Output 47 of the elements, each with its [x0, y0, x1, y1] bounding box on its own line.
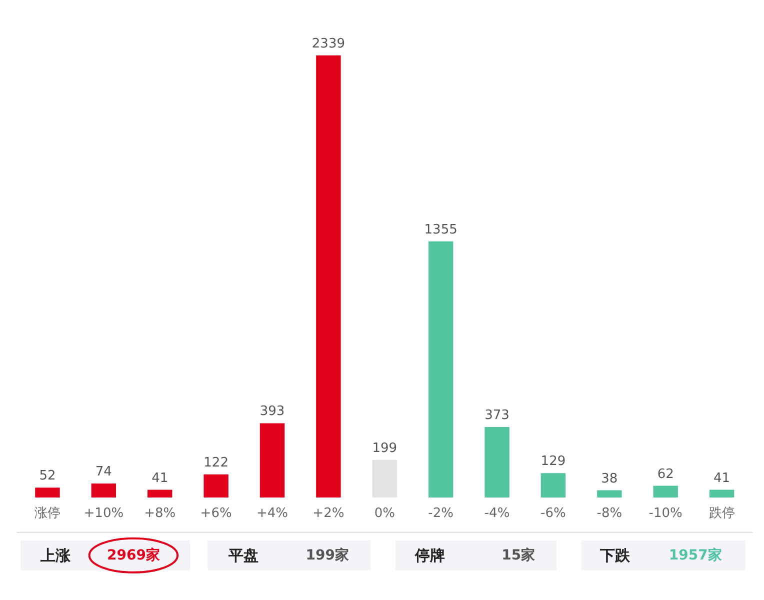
bar — [653, 486, 678, 498]
bar — [709, 490, 734, 498]
data-label: 74 — [95, 464, 112, 480]
data-label: 41 — [152, 470, 168, 486]
data-label: 199 — [372, 440, 398, 456]
x-tick-label: +10% — [84, 506, 124, 521]
x-tick-label: -8% — [596, 506, 622, 521]
x-tick-label: -10% — [648, 506, 682, 521]
data-label: 38 — [601, 471, 618, 486]
x-tick-label: +2% — [312, 506, 344, 521]
data-label: 52 — [39, 468, 56, 484]
data-label: 2339 — [312, 36, 345, 52]
text: 1957家 — [668, 546, 722, 564]
bar — [316, 55, 341, 498]
bar — [35, 488, 60, 498]
data-label: 122 — [204, 455, 228, 470]
bar — [428, 241, 454, 498]
bar — [148, 490, 172, 498]
text: 停牌 — [414, 546, 446, 564]
x-tick-label: +6% — [200, 506, 232, 521]
bar — [204, 474, 228, 498]
bar — [91, 483, 116, 498]
x-tick-label: +4% — [256, 506, 288, 521]
x-tick-label: -6% — [540, 506, 566, 521]
text: 2969家 — [106, 546, 160, 564]
data-label: 373 — [484, 408, 510, 424]
text: 199家 — [306, 546, 349, 564]
data-label: 62 — [657, 466, 674, 482]
data-label: 393 — [260, 404, 285, 420]
data-label: 129 — [540, 454, 566, 470]
data-label: 41 — [714, 470, 730, 486]
x-tick-label: -2% — [428, 506, 454, 521]
bar — [484, 426, 510, 498]
bar — [597, 490, 622, 498]
text: 平盘 — [228, 546, 259, 564]
x-tick-label: 涨停 — [34, 506, 60, 521]
bar — [372, 460, 397, 498]
text: 15家 — [502, 546, 536, 564]
x-tick-label: +8% — [144, 506, 176, 521]
x-tick-label: 跌停 — [708, 506, 735, 521]
x-tick-label: -4% — [484, 506, 510, 521]
text: 上涨 — [39, 546, 72, 564]
bar — [260, 423, 285, 498]
data-label: 1355 — [424, 222, 458, 238]
text: 下跌 — [599, 546, 632, 564]
bar — [540, 473, 566, 498]
x-tick-label: 0% — [374, 506, 395, 521]
